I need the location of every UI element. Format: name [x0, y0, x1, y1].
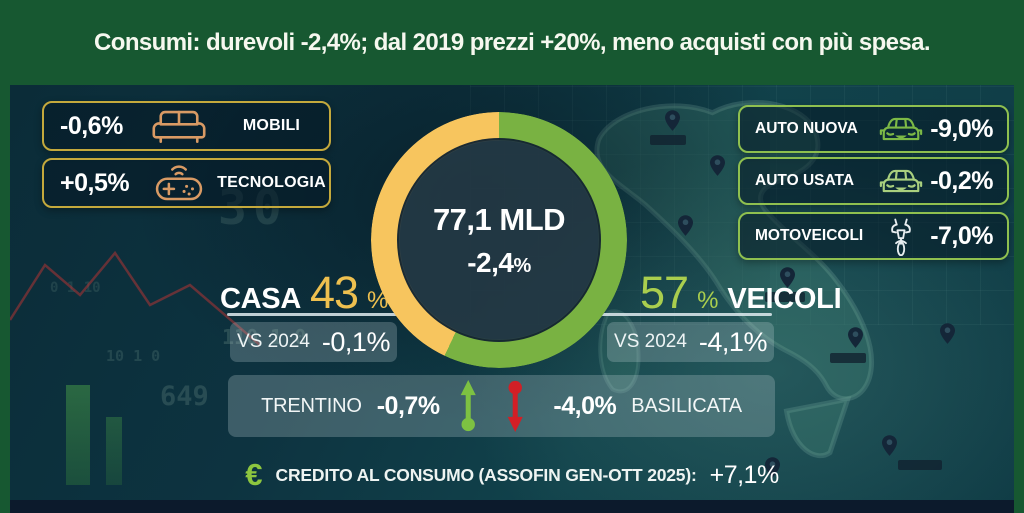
auto-usata-value: -0,2%	[930, 166, 993, 195]
gamepad-icon	[144, 161, 214, 205]
content-area: 30 110 1 0 10 1 0 649 0 1 10 -0,6%	[10, 85, 1014, 500]
veicoli-vs-box: VS 2024 -4,1%	[607, 322, 774, 362]
digit-texture: 10 1 0	[106, 347, 161, 365]
map-pin-icon	[780, 267, 795, 288]
donut-center: 77,1 MLD -2,4%	[397, 138, 601, 342]
down-arrow-icon	[507, 380, 523, 432]
up-arrow-icon	[460, 380, 476, 432]
casa-vs-box: VS 2024 -0,1%	[230, 322, 397, 362]
region-worst-value: -4,0%	[553, 391, 617, 420]
map-pin-icon	[882, 435, 897, 456]
mobili-label: MOBILI	[242, 117, 301, 134]
digit-texture: 110 1 0	[222, 325, 307, 349]
mobili-value: -0,6%	[60, 111, 123, 140]
category-box-auto-usata: AUTO USATA -0,2%	[738, 157, 1009, 205]
motorcycle-icon	[872, 216, 930, 256]
casa-label: CASA	[220, 283, 301, 315]
map-pin-icon	[710, 155, 725, 176]
total-value: 77,1 MLD	[432, 201, 566, 237]
donut-chart: 77,1 MLD -2,4%	[371, 112, 627, 368]
veicoli-vs-value: -4,1%	[698, 326, 768, 357]
category-box-tecnologia: +0,5% TECNOLOGIA	[42, 158, 331, 208]
right-frame-border	[1014, 85, 1024, 513]
veicoli-underline	[580, 313, 772, 316]
category-box-mobili: -0,6% MOBILI	[42, 101, 331, 151]
region-best-name: TRENTINO	[261, 394, 362, 417]
red-trend-line	[10, 250, 260, 346]
category-box-motoveicoli: MOTOVEICOLI -7,0%	[738, 212, 1009, 260]
car-icon	[872, 111, 930, 147]
credit-line: € CREDITO AL CONSUMO (ASSOFIN GEN-OTT 20…	[10, 457, 1014, 493]
percent-sign: %	[513, 254, 531, 277]
auto-usata-label: AUTO USATA	[755, 172, 855, 189]
euro-icon: €	[245, 457, 263, 492]
auto-nuova-label: AUTO NUOVA	[755, 120, 858, 137]
digit-texture: 649	[160, 381, 209, 412]
motoveicoli-value: -7,0%	[930, 221, 993, 250]
casa-share-value: 43	[309, 267, 359, 318]
bottom-strip	[10, 500, 1014, 513]
veicoli-share-value: 57	[640, 267, 689, 318]
map-label-chip	[765, 292, 805, 302]
total-change: -2,4%	[467, 246, 531, 278]
credit-value: +7,1%	[709, 460, 780, 489]
regions-box: TRENTINO -0,7% -4,0% BASILICATA	[228, 375, 775, 437]
veicoli-section: 57 % VEICOLI	[640, 267, 842, 319]
casa-vs-value: -0,1%	[321, 326, 391, 357]
left-frame-border	[0, 85, 10, 513]
motoveicoli-label: MOTOVEICOLI	[755, 227, 864, 244]
casa-section: CASA 43 %	[220, 267, 388, 319]
green-bar-decoration	[106, 417, 122, 485]
map-label-chip	[650, 135, 686, 145]
map-label-chip	[898, 460, 942, 470]
header-bar: Consumi: durevoli -2,4%; dal 2019 prezzi…	[0, 0, 1024, 85]
percent-sign: %	[697, 287, 719, 314]
green-bar-decoration	[66, 385, 90, 485]
veicoli-vs-label: VS 2024	[614, 331, 687, 352]
casa-vs-label: VS 2024	[237, 331, 310, 352]
map-label-chip	[830, 353, 866, 363]
category-box-auto-nuova: AUTO NUOVA -9,0%	[738, 105, 1009, 153]
auto-nuova-value: -9,0%	[930, 114, 993, 143]
veicoli-label: VEICOLI	[727, 283, 842, 315]
credit-label: CREDITO AL CONSUMO (ASSOFIN GEN-OTT 2025…	[275, 464, 697, 485]
region-best-value: -0,7%	[376, 391, 440, 420]
map-pin-icon	[765, 457, 780, 478]
map-pin-icon	[940, 323, 955, 344]
map-pin-icon	[678, 215, 693, 236]
tecnologia-value: +0,5%	[60, 168, 130, 197]
map-pin-icon	[848, 327, 863, 348]
car-icon	[872, 163, 930, 199]
region-worst-name: BASILICATA	[631, 394, 742, 417]
casa-underline	[227, 313, 418, 316]
sofa-icon	[144, 106, 214, 146]
map-pin-icon	[665, 110, 680, 131]
headline: Consumi: durevoli -2,4%; dal 2019 prezzi…	[94, 28, 931, 56]
tecnologia-label: TECNOLOGIA	[217, 174, 326, 191]
